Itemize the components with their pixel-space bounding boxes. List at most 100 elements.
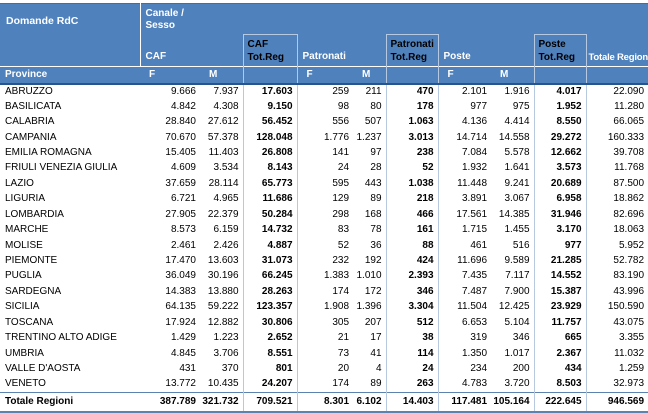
value-cell: 13.880	[207, 285, 239, 297]
province-header: Province	[0, 66, 140, 85]
value-cell: 1.063	[385, 114, 439, 130]
value-cell: 3.067	[504, 193, 530, 205]
value-cell: 1.038	[385, 176, 439, 192]
value-cell: 1.350	[461, 347, 488, 359]
table-row: LIGURIA 6.721 4.965 11.686 129 89 218 3.891 3.06…	[0, 191, 648, 207]
value-cell: 263	[385, 376, 439, 393]
table-row: SICILIA 64.135 59.222 123.357 1.908 1.396 3.30…	[0, 299, 648, 316]
value-cell: 15.405	[165, 146, 196, 158]
table-row: SARDEGNA 14.383 13.880 28.263 174 172 346 7.487…	[0, 284, 648, 300]
value-cell: 7.937	[213, 85, 239, 97]
region-name: FRIULI VENEZIA GIULIA	[5, 162, 118, 174]
value-cell: 7.084	[461, 146, 488, 158]
region-name: LIGURIA	[5, 193, 46, 205]
value-cell: 18.063	[613, 224, 645, 236]
value-cell: 4.414	[504, 116, 530, 128]
value-cell: 3.355	[618, 332, 645, 344]
value-cell: 36	[370, 239, 382, 251]
value-cell: 305	[332, 316, 350, 328]
value-cell: 3.534	[213, 162, 239, 174]
value-cell: 443	[364, 177, 382, 189]
value-cell: 87.500	[613, 177, 645, 189]
value-cell: 8.143	[242, 160, 298, 177]
value-cell: 9.150	[242, 98, 298, 115]
value-cell: 4.845	[170, 347, 196, 359]
table-row: CAMPANIA 70.670 57.378 128.048 1.776 1.237 3.0…	[0, 129, 648, 146]
header-row-top: Domande RdC Canale / Sesso	[0, 3, 648, 67]
header-row-groups: CAF CAF Tot.Reg Patronati Patronati Tot.…	[0, 34, 648, 67]
value-cell: 346	[385, 284, 439, 300]
value-cell: 13.603	[207, 255, 239, 267]
value-cell: 516	[512, 239, 530, 251]
value-cell: 26.808	[242, 145, 298, 161]
value-cell: 1.017	[504, 347, 530, 359]
value-cell: 424	[385, 253, 439, 269]
value-cell: 117.481	[438, 391, 492, 413]
value-cell: 73	[337, 347, 350, 359]
value-cell: 89	[370, 193, 382, 205]
value-cell: 3.304	[385, 299, 439, 316]
value-cell: 434	[533, 361, 587, 377]
sex-header-m: M	[353, 66, 387, 85]
value-cell: 11.032	[614, 347, 645, 359]
value-cell: 207	[364, 316, 382, 328]
value-cell: 3.573	[533, 160, 587, 177]
value-cell: 36.049	[165, 270, 196, 282]
value-cell: 39.708	[613, 146, 645, 158]
group-header-patronati: Patronati	[297, 34, 387, 67]
value-cell: 38	[385, 330, 439, 346]
region-name: VALLE D'AOSTA	[5, 363, 81, 375]
table-row: TOSCANA 17.924 12.882 30.806 305 207 512 6.653 5…	[0, 315, 648, 331]
value-cell: 14.714	[456, 131, 488, 143]
sex-header-f: F	[438, 66, 492, 85]
value-cell: 174	[332, 378, 350, 390]
value-cell: 114	[385, 345, 439, 362]
value-cell: 12.425	[498, 301, 530, 313]
value-cell: 123.357	[242, 299, 298, 316]
value-cell: 4.308	[213, 100, 239, 112]
table-row: PIEMONTE 17.470 13.603 31.073 232 192 424 11.69…	[0, 253, 648, 269]
value-cell: 1.952	[533, 98, 587, 115]
value-cell: 17.924	[165, 316, 196, 328]
rdc-pivot-table: Domande RdC Canale / Sesso CAF CAF Tot.R…	[0, 3, 648, 413]
header-spacer	[534, 3, 587, 35]
region-name: TOSCANA	[5, 316, 54, 328]
report-title: Domande RdC	[0, 3, 141, 67]
value-cell: 24	[385, 361, 439, 377]
value-cell: 9.589	[504, 255, 530, 267]
header-spacer	[438, 3, 535, 35]
region-name: ABRUZZO	[5, 85, 53, 97]
region-name: PUGLIA	[5, 270, 42, 282]
region-name: LOMBARDIA	[5, 208, 64, 220]
table-row: CALABRIA 28.840 27.612 56.452 556 507 1.063 4.1…	[0, 114, 648, 130]
value-cell: 11.696	[457, 255, 488, 267]
value-cell: 801	[242, 361, 298, 377]
value-cell: 4.887	[242, 237, 298, 254]
table-row: UMBRIA 4.845 3.706 8.551 73 41 114 1.350 1.017 2.…	[0, 345, 648, 362]
value-cell: 218	[385, 191, 439, 207]
region-name: CALABRIA	[5, 116, 55, 128]
value-cell: 13.772	[165, 378, 196, 390]
value-cell: 8.550	[533, 114, 587, 130]
region-name: PIEMONTE	[5, 255, 58, 267]
value-cell: 98	[337, 100, 350, 112]
value-cell: 6.653	[461, 316, 488, 328]
value-cell: 89	[370, 378, 382, 390]
totale-regioni-header: Totale Regioni	[586, 34, 648, 67]
value-cell: 6.958	[533, 191, 587, 207]
value-cell: 14.732	[242, 222, 298, 238]
value-cell: 23.929	[533, 299, 587, 316]
header-spacer	[586, 66, 648, 85]
value-cell: 80	[370, 100, 382, 112]
value-cell: 8.301	[297, 391, 354, 413]
header-spacer	[386, 3, 439, 35]
value-cell: 11.757	[533, 315, 587, 331]
header-spacer	[242, 66, 298, 85]
value-cell: 3.720	[504, 378, 530, 390]
value-cell: 160.333	[607, 131, 645, 143]
value-cell: 1.396	[356, 301, 382, 313]
value-cell: 1.429	[170, 332, 196, 344]
region-name: TRENTINO ALTO ADIGE	[5, 332, 117, 344]
value-cell: 15.387	[533, 284, 587, 300]
value-cell: 52	[385, 160, 439, 177]
